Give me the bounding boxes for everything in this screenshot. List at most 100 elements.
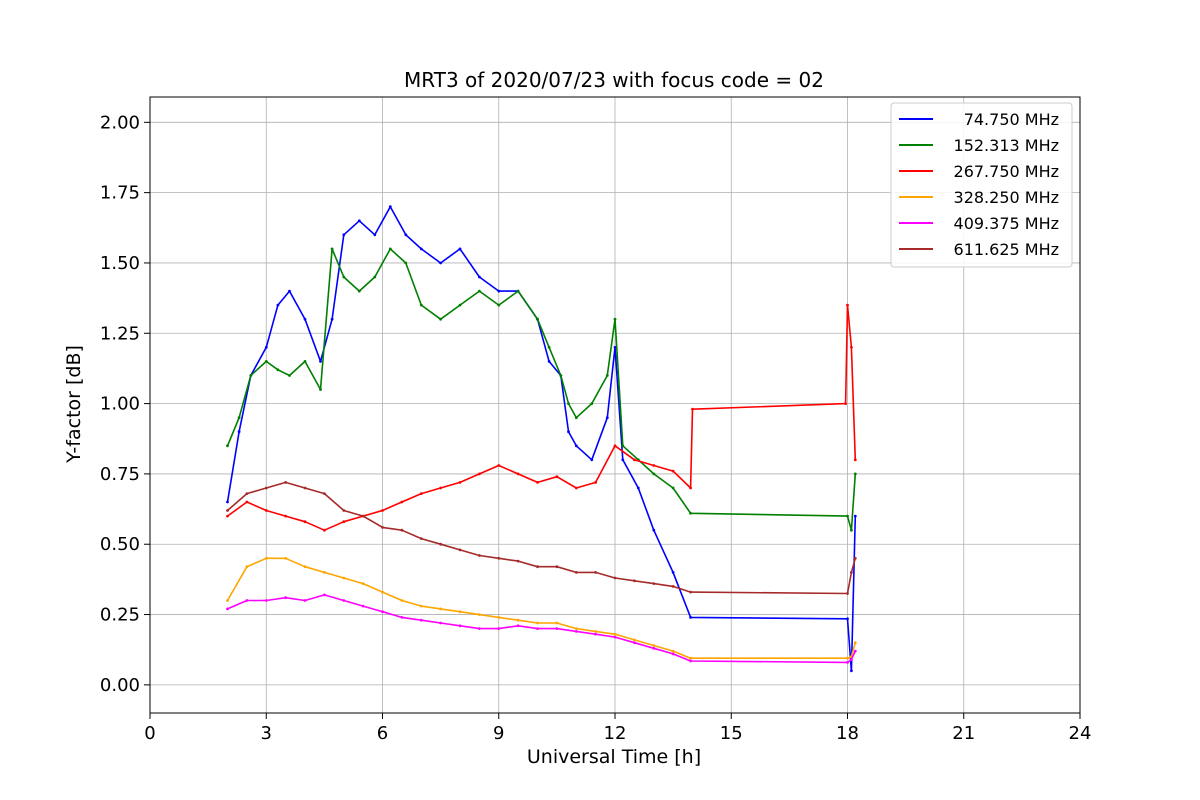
data-point bbox=[574, 630, 578, 633]
data-point bbox=[361, 514, 365, 518]
data-point bbox=[319, 388, 322, 391]
x-tick-label: 21 bbox=[952, 723, 975, 744]
data-point bbox=[671, 585, 675, 588]
data-point bbox=[400, 528, 404, 532]
y-tick-label: 0.75 bbox=[100, 464, 140, 485]
data-point bbox=[536, 627, 539, 630]
data-point bbox=[605, 416, 609, 420]
data-point bbox=[388, 205, 392, 209]
data-point bbox=[574, 486, 578, 490]
data-point bbox=[226, 500, 229, 504]
series-line-5 bbox=[226, 481, 857, 595]
chart-title: MRT3 of 2020/07/23 with focus code = 02 bbox=[404, 68, 824, 92]
data-point bbox=[330, 247, 334, 251]
data-point bbox=[567, 430, 570, 434]
y-tick-label: 1.75 bbox=[100, 183, 140, 204]
data-point bbox=[850, 345, 853, 349]
data-point bbox=[574, 444, 578, 448]
y-tick-label: 1.50 bbox=[100, 253, 140, 274]
data-point bbox=[594, 632, 597, 636]
data-point bbox=[555, 627, 559, 630]
data-point bbox=[594, 571, 597, 574]
data-point bbox=[478, 472, 481, 476]
data-point bbox=[357, 289, 361, 293]
data-point bbox=[497, 464, 501, 467]
x-tick-label: 18 bbox=[836, 723, 859, 744]
data-point bbox=[458, 548, 462, 552]
data-point bbox=[497, 616, 501, 619]
x-tick-label: 12 bbox=[604, 723, 627, 744]
data-point bbox=[439, 486, 442, 490]
data-point bbox=[613, 317, 617, 321]
x-tick-label: 6 bbox=[377, 723, 388, 744]
legend-entry-label: 267.750 MHz bbox=[954, 162, 1059, 181]
data-point bbox=[400, 500, 404, 504]
legend-entry-label: 611.625 MHz bbox=[954, 240, 1059, 259]
data-point bbox=[652, 472, 656, 476]
data-point bbox=[342, 509, 346, 512]
data-point bbox=[237, 430, 241, 434]
data-point bbox=[853, 641, 857, 645]
data-point bbox=[330, 317, 334, 321]
data-point bbox=[342, 576, 346, 580]
data-point bbox=[594, 630, 597, 633]
data-point bbox=[652, 582, 656, 585]
data-point bbox=[636, 486, 640, 490]
data-point bbox=[846, 514, 849, 518]
data-point bbox=[439, 607, 442, 611]
data-point bbox=[245, 500, 249, 504]
data-point bbox=[555, 565, 559, 569]
data-point bbox=[284, 556, 287, 560]
data-point bbox=[671, 469, 675, 473]
y-tick-label: 1.25 bbox=[100, 323, 140, 344]
data-point bbox=[264, 360, 268, 363]
data-point bbox=[621, 444, 625, 448]
data-point bbox=[264, 509, 268, 512]
data-point bbox=[689, 511, 692, 515]
legend-entry-label: 152.313 MHz bbox=[954, 136, 1059, 155]
data-point bbox=[652, 464, 656, 467]
y-tick-label: 1.00 bbox=[100, 394, 140, 415]
data-point bbox=[226, 444, 229, 448]
data-point bbox=[284, 514, 287, 518]
data-point bbox=[323, 492, 326, 495]
data-point bbox=[458, 610, 462, 614]
data-point bbox=[846, 592, 849, 595]
data-point bbox=[245, 565, 249, 569]
y-tick-label: 2.00 bbox=[100, 112, 140, 133]
data-point bbox=[381, 509, 384, 512]
data-point bbox=[613, 635, 617, 639]
data-point bbox=[671, 649, 675, 653]
data-point bbox=[547, 345, 551, 349]
data-point bbox=[284, 596, 287, 600]
data-point bbox=[323, 528, 326, 532]
data-point bbox=[478, 613, 481, 616]
data-point bbox=[689, 590, 692, 594]
data-point bbox=[613, 576, 617, 580]
y-tick-label: 0.50 bbox=[100, 534, 140, 555]
data-point bbox=[671, 571, 675, 574]
x-tick-label: 3 bbox=[261, 723, 272, 744]
data-point bbox=[536, 621, 539, 625]
data-point bbox=[516, 618, 520, 622]
data-point bbox=[342, 233, 346, 237]
data-point bbox=[555, 621, 559, 625]
data-point bbox=[373, 233, 377, 237]
data-point bbox=[323, 571, 326, 574]
data-point bbox=[400, 599, 404, 602]
x-tick-label: 15 bbox=[720, 723, 743, 744]
data-point bbox=[361, 604, 365, 608]
data-point bbox=[516, 624, 520, 628]
data-point bbox=[361, 582, 365, 585]
y-tick-label: 0.25 bbox=[100, 605, 140, 626]
series-line-3 bbox=[226, 557, 857, 659]
data-point bbox=[388, 247, 392, 251]
data-point bbox=[357, 219, 361, 223]
data-point bbox=[458, 247, 462, 251]
data-point bbox=[245, 492, 249, 495]
legend-entry-label: 409.375 MHz bbox=[954, 214, 1059, 233]
data-point bbox=[497, 627, 501, 630]
data-point bbox=[574, 416, 578, 420]
data-point bbox=[850, 658, 853, 661]
data-point bbox=[516, 472, 520, 476]
